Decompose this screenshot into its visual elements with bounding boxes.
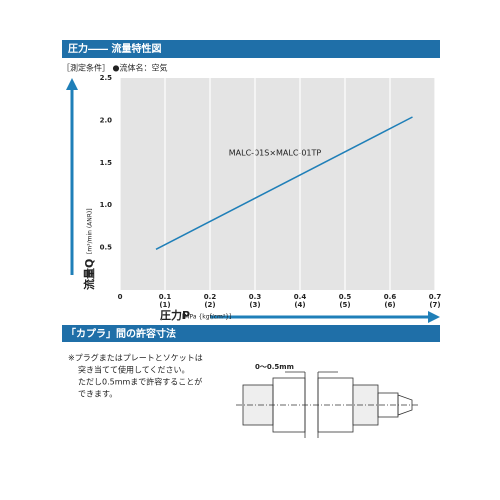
x2-tick-label: (1) (159, 301, 170, 309)
y-tick-label: 2.0 (100, 116, 113, 124)
x-tick-label: 0 (118, 293, 123, 301)
note: ※プラグまたはプレートとソケットは (68, 353, 203, 363)
y-unit: [m³/min (ANR)] (87, 208, 94, 254)
x2-tick-label: (2) (204, 301, 215, 309)
x-tick-label: 0.7 (429, 293, 442, 301)
annotation: MALC-01S×MALC-01TP (229, 149, 322, 158)
x2-tick-label: (4) (294, 301, 305, 309)
y-tick-label: 2.5 (100, 74, 113, 82)
x2-tick-label: (3) (249, 301, 260, 309)
plot-area (120, 78, 435, 290)
conditions: ［測定条件］ ●流体名：空気 (62, 63, 168, 73)
y-tick-label: 0.5 (100, 244, 113, 252)
y-arrowhead (66, 78, 78, 90)
x2-tick-label: (5) (339, 301, 350, 309)
x-unit: [MPa {kgf/cm²}] (182, 314, 231, 321)
x-tick-label: 0.6 (384, 293, 397, 301)
x2-tick-label: (7) (429, 301, 440, 309)
y-tick-label: 1.5 (100, 159, 113, 167)
data-line (155, 116, 413, 250)
note: 突き当てて使用してください。 (78, 365, 190, 375)
header-bar (62, 40, 440, 58)
x2-tick-label: (6) (384, 301, 395, 309)
x-tick-label: 0.2 (204, 293, 217, 301)
section-title: 「カプラ」間の許容寸法 (66, 327, 176, 340)
x-tick-label: 0.5 (339, 293, 352, 301)
x-tick-label: 0.3 (249, 293, 262, 301)
header-title: 圧力―― 流量特性図 (68, 42, 161, 55)
section-bar (62, 325, 440, 342)
x-tick-label: 0.4 (294, 293, 307, 301)
coupler-diagram (236, 371, 420, 438)
x-label: 圧力P (160, 308, 190, 322)
note: ただし0.5mmまで許容することが (78, 377, 202, 387)
dimension-label: 0～0.5mm (255, 363, 294, 371)
x-arrowhead (428, 311, 440, 323)
y-label: 流量Q (82, 259, 96, 290)
y-tick-label: 1.0 (100, 201, 113, 209)
x-tick-label: 0.1 (159, 293, 172, 301)
note: できます。 (78, 390, 117, 399)
